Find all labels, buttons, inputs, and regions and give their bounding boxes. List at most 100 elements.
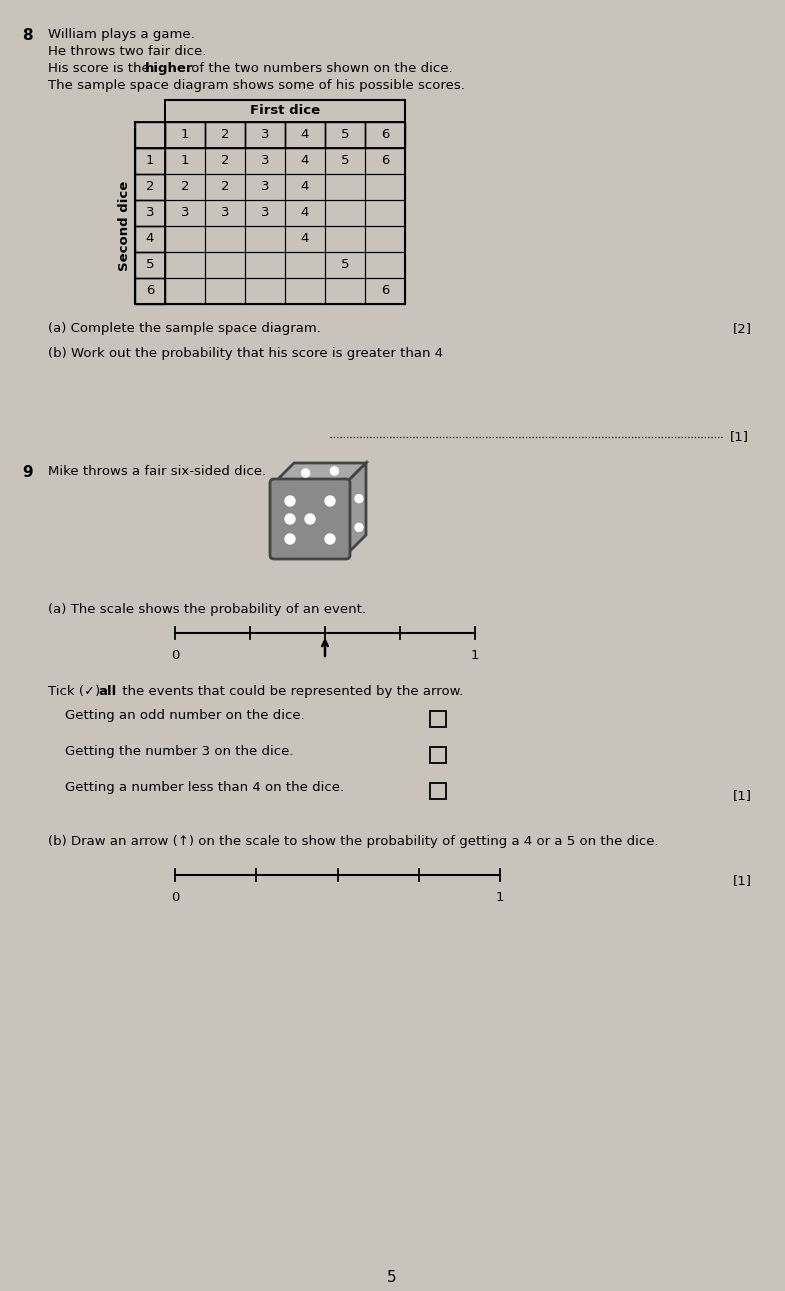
Text: of the two numbers shown on the dice.: of the two numbers shown on the dice. — [187, 62, 453, 75]
Bar — [245, 148, 285, 174]
Bar — [135, 278, 165, 303]
Bar — [165, 252, 205, 278]
Text: Getting a number less than 4 on the dice.: Getting a number less than 4 on the dice… — [65, 781, 344, 794]
Text: 2: 2 — [181, 181, 189, 194]
Text: [1]: [1] — [733, 789, 752, 802]
Bar — [245, 252, 285, 278]
Text: 6: 6 — [146, 284, 154, 297]
Circle shape — [285, 534, 295, 544]
Text: 3: 3 — [261, 207, 269, 219]
Bar — [285, 148, 325, 174]
Text: [2]: [2] — [733, 321, 752, 334]
Bar — [325, 200, 365, 226]
Bar — [165, 278, 205, 303]
Text: 4: 4 — [146, 232, 154, 245]
Text: 5: 5 — [341, 155, 349, 168]
Text: 9: 9 — [22, 465, 33, 480]
Bar — [325, 123, 365, 148]
Text: higher: higher — [145, 62, 193, 75]
Text: His score is the: His score is the — [48, 62, 154, 75]
Bar — [205, 123, 245, 148]
Bar — [365, 123, 405, 148]
Circle shape — [355, 494, 363, 502]
Bar — [205, 226, 245, 252]
Bar — [245, 123, 285, 148]
Bar — [135, 252, 165, 278]
Text: the events that could be represented by the arrow.: the events that could be represented by … — [118, 686, 463, 698]
Text: (a) The scale shows the probability of an event.: (a) The scale shows the probability of a… — [48, 603, 366, 616]
Text: 0: 0 — [171, 891, 179, 904]
Text: 6: 6 — [381, 284, 389, 297]
Bar — [135, 148, 165, 174]
Circle shape — [355, 523, 363, 532]
Circle shape — [305, 514, 315, 524]
Bar — [325, 252, 365, 278]
Text: Getting an odd number on the dice.: Getting an odd number on the dice. — [65, 709, 305, 722]
Bar — [365, 226, 405, 252]
Text: [1]: [1] — [733, 874, 752, 887]
Text: Mike throws a fair six-sided dice.: Mike throws a fair six-sided dice. — [48, 465, 266, 478]
Text: 6: 6 — [381, 155, 389, 168]
Bar — [245, 226, 285, 252]
Bar — [205, 174, 245, 200]
Bar — [135, 226, 165, 252]
Text: 1: 1 — [181, 155, 189, 168]
Text: 1: 1 — [471, 649, 480, 662]
Bar — [365, 148, 405, 174]
Bar — [430, 784, 446, 799]
Bar — [205, 278, 245, 303]
Bar — [365, 252, 405, 278]
Bar — [285, 252, 325, 278]
Bar — [165, 226, 205, 252]
Text: 3: 3 — [146, 207, 154, 219]
Text: (a) Complete the sample space diagram.: (a) Complete the sample space diagram. — [48, 321, 321, 334]
Text: 2: 2 — [221, 129, 229, 142]
Text: 3: 3 — [261, 155, 269, 168]
Text: (b) Work out the probability that his score is greater than 4: (b) Work out the probability that his sc… — [48, 347, 443, 360]
Text: Second dice: Second dice — [119, 181, 132, 271]
Bar — [245, 174, 285, 200]
Bar — [205, 148, 245, 174]
Bar — [165, 99, 405, 123]
Bar — [365, 200, 405, 226]
Text: 4: 4 — [301, 232, 309, 245]
FancyBboxPatch shape — [270, 479, 350, 559]
Bar — [165, 200, 205, 226]
Circle shape — [301, 469, 309, 476]
Bar — [135, 200, 165, 226]
Bar — [285, 123, 325, 148]
Text: 3: 3 — [261, 181, 269, 194]
Text: 2: 2 — [221, 181, 229, 194]
Circle shape — [330, 467, 338, 475]
Polygon shape — [346, 463, 366, 555]
Circle shape — [325, 534, 335, 544]
Text: 4: 4 — [301, 181, 309, 194]
Bar — [245, 200, 285, 226]
Text: 8: 8 — [22, 28, 33, 43]
Bar — [365, 278, 405, 303]
Text: 2: 2 — [221, 155, 229, 168]
Text: Tick (✓): Tick (✓) — [48, 686, 104, 698]
Bar — [205, 200, 245, 226]
Bar — [325, 148, 365, 174]
Text: 4: 4 — [301, 207, 309, 219]
Text: The sample space diagram shows some of his possible scores.: The sample space diagram shows some of h… — [48, 79, 465, 92]
Bar — [285, 226, 325, 252]
Bar — [325, 174, 365, 200]
Text: all: all — [98, 686, 116, 698]
Text: 3: 3 — [181, 207, 189, 219]
Text: William plays a game.: William plays a game. — [48, 28, 195, 41]
Circle shape — [285, 496, 295, 506]
Text: 6: 6 — [381, 129, 389, 142]
Text: 5: 5 — [341, 129, 349, 142]
Text: 1: 1 — [146, 155, 154, 168]
Bar — [325, 278, 365, 303]
Text: Getting the number 3 on the dice.: Getting the number 3 on the dice. — [65, 745, 294, 758]
Text: 5: 5 — [341, 258, 349, 271]
Text: 4: 4 — [301, 129, 309, 142]
Text: 2: 2 — [146, 181, 154, 194]
Bar — [430, 747, 446, 763]
Bar — [165, 148, 205, 174]
Polygon shape — [274, 463, 366, 483]
Bar — [165, 123, 205, 148]
